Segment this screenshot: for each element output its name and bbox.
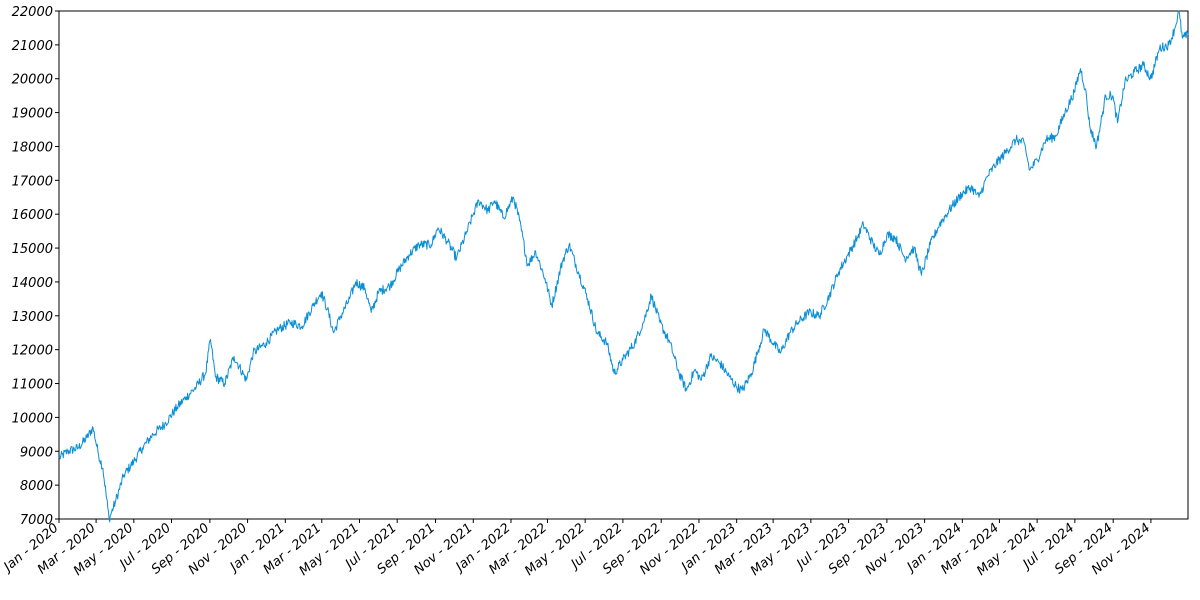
y-tick-label: 18000 xyxy=(12,140,53,155)
y-tick-label: 20000 xyxy=(12,73,53,88)
plot-frame xyxy=(58,10,1189,520)
series-layer xyxy=(58,10,1189,523)
y-tick-label: 10000 xyxy=(12,411,53,426)
y-tick-label: 16000 xyxy=(12,208,53,223)
y-tick-label: 19000 xyxy=(12,107,53,122)
plot-border xyxy=(58,10,1189,520)
y-tick-label: 11000 xyxy=(12,378,53,393)
y-tick-label: 7000 xyxy=(20,513,53,528)
y-tick-label: 17000 xyxy=(12,174,53,189)
y-tick-label: 12000 xyxy=(12,344,53,359)
y-tick-label: 8000 xyxy=(20,479,53,494)
y-tick-label: 14000 xyxy=(12,276,53,291)
y-tick-label: 13000 xyxy=(12,310,53,325)
y-tick-label: 9000 xyxy=(20,445,53,460)
y-tick-label: 21000 xyxy=(12,39,53,54)
series-line xyxy=(58,10,1189,523)
y-tick-label: 15000 xyxy=(12,242,53,257)
y-axis: 7000 8000 9000 10000 11000 12000 13000 14000 150… xyxy=(12,5,59,528)
y-tick-label: 22000 xyxy=(12,5,53,20)
